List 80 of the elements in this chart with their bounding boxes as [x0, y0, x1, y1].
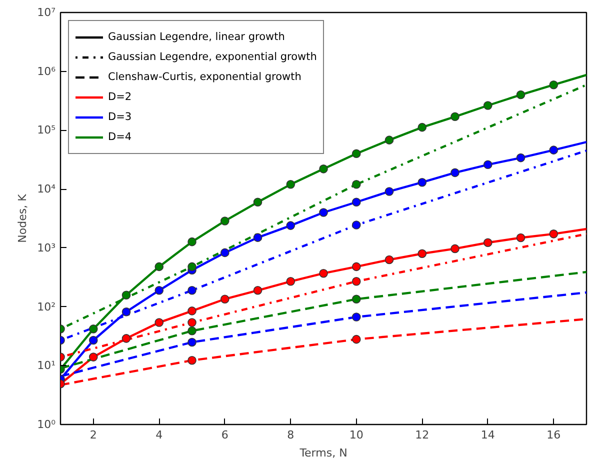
- point: [483, 160, 492, 170]
- point: [418, 122, 427, 132]
- point: [188, 356, 196, 365]
- x-axis-title: Terms, N: [298, 446, 348, 460]
- point: [188, 237, 196, 246]
- point: [516, 90, 526, 100]
- point: [188, 318, 196, 327]
- point: [450, 112, 460, 122]
- legend-label: D=3: [108, 110, 132, 124]
- point: [88, 352, 98, 362]
- x-tick-label: 16: [546, 428, 561, 442]
- x-tick-label: 8: [287, 428, 294, 442]
- point: [384, 136, 394, 144]
- point: [220, 294, 230, 304]
- point: [319, 164, 328, 174]
- legend-label: Gaussian Legendre, exponential growth: [108, 50, 317, 64]
- point: [319, 268, 328, 278]
- point: [122, 290, 131, 300]
- point: [220, 216, 230, 226]
- point: [352, 180, 361, 189]
- y-tick-label: 10⁷: [37, 6, 56, 19]
- point: [88, 324, 98, 334]
- point: [286, 180, 296, 189]
- point: [352, 198, 361, 207]
- point: [352, 262, 361, 272]
- point: [253, 198, 262, 207]
- y-tick-label: 10¹: [37, 359, 56, 372]
- point: [154, 262, 164, 272]
- point: [253, 233, 262, 242]
- legend-label: D=2: [108, 90, 132, 104]
- point: [352, 334, 361, 344]
- y-tick-label: 10⁰: [37, 418, 56, 431]
- point: [549, 230, 558, 238]
- y-tick-label: 10³: [37, 241, 56, 254]
- y-tick-label: 10⁵: [37, 124, 56, 137]
- point: [319, 208, 328, 217]
- point: [483, 238, 492, 248]
- x-tick-label: 4: [156, 428, 163, 442]
- legend-label: D=4: [108, 130, 132, 144]
- point: [549, 80, 558, 90]
- point: [188, 286, 196, 295]
- point: [253, 286, 262, 295]
- legend-label: Clenshaw-Curtis, exponential growth: [108, 70, 302, 84]
- legend-label: Gaussian Legendre, linear growth: [108, 30, 285, 44]
- point: [352, 312, 361, 322]
- point: [516, 153, 526, 162]
- point: [286, 277, 296, 286]
- point: [122, 307, 131, 316]
- x-tick-label: 12: [415, 428, 430, 442]
- point: [384, 255, 394, 264]
- point: [122, 334, 131, 343]
- x-tick-label: 14: [480, 428, 495, 442]
- y-tick-label: 10⁴: [37, 182, 56, 196]
- point: [154, 318, 164, 327]
- point: [88, 336, 98, 345]
- y-tick-label: 10²: [37, 300, 56, 314]
- x-tick-label: 2: [90, 428, 97, 442]
- point: [352, 149, 361, 158]
- point: [188, 306, 196, 316]
- point: [418, 249, 427, 258]
- y-axis-title: Nodes, K: [16, 193, 30, 243]
- point: [384, 187, 394, 196]
- point: [154, 286, 164, 295]
- point: [352, 294, 361, 304]
- point: [483, 101, 492, 110]
- point: [188, 326, 196, 336]
- point: [220, 248, 230, 258]
- point: [516, 233, 526, 242]
- point: [418, 178, 427, 187]
- point: [549, 146, 558, 154]
- point: [450, 168, 460, 178]
- x-tick-label: 10: [349, 428, 364, 442]
- point: [450, 244, 460, 254]
- y-tick-label: 10⁶: [37, 64, 56, 78]
- point: [286, 221, 296, 230]
- point: [352, 220, 361, 230]
- point: [352, 277, 361, 286]
- point: [188, 338, 196, 347]
- x-tick-label: 6: [221, 428, 228, 442]
- point: [188, 262, 196, 272]
